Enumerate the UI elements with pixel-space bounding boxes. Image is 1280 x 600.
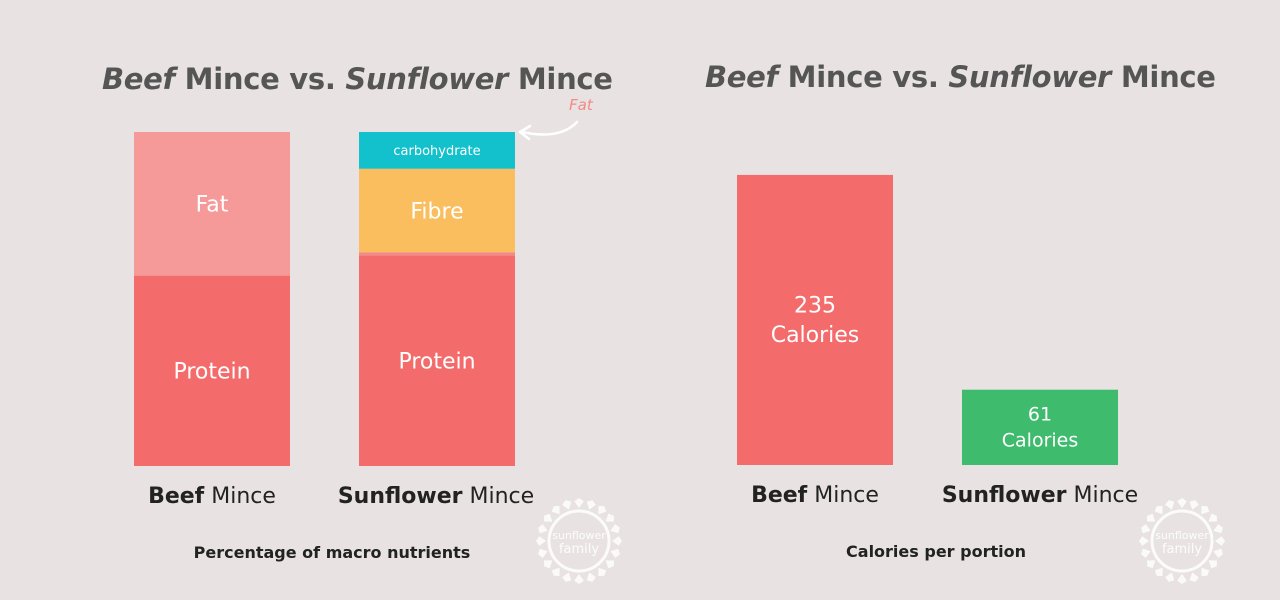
bar-segment-fat-sunflower — [359, 252, 515, 256]
logo-petal — [598, 506, 607, 515]
sunflower-family-logo: sunflower family — [536, 498, 622, 584]
calorie-bar-beef — [737, 174, 893, 465]
logo-petal — [610, 548, 620, 558]
macro-nutrients-panel: Beef Mince vs. Sunflower Mince Protein Fa… — [102, 62, 622, 584]
title-part-vs: Mince vs. — [777, 60, 949, 94]
logo-petal — [1165, 500, 1175, 510]
category-label-sunflower: Sunflower Mince — [941, 483, 1139, 508]
category-label-beef: Beef Mince — [751, 483, 879, 508]
arrow-curve-icon — [520, 120, 579, 136]
logo-petal — [1208, 560, 1217, 569]
logo-petal — [544, 513, 553, 522]
logo-petal — [1147, 513, 1156, 522]
logo-petal — [1139, 536, 1149, 546]
logo-petal — [1177, 574, 1187, 584]
logo-petal — [538, 524, 548, 534]
svg-text:family: family — [559, 542, 599, 557]
title-part-sunflower: Sunflower — [345, 62, 509, 96]
logo-petal — [562, 500, 572, 510]
logo-petal — [574, 574, 584, 584]
bar-segment-protein-sunflower — [359, 255, 515, 466]
arrow-head-icon — [518, 124, 532, 141]
logo-petal — [1213, 548, 1223, 558]
calorie-unit-label: Calories — [1002, 429, 1079, 451]
calorie-bar-sunflower — [962, 389, 1118, 465]
bar-segment-fat-beef — [134, 132, 290, 276]
segment-label-fat: Fat — [196, 193, 229, 218]
logo-petal — [1141, 524, 1151, 534]
logo-petal — [586, 500, 596, 510]
logo-petal — [536, 536, 546, 546]
title-part-sunflower: Sunflower — [948, 60, 1112, 94]
title-part-mince: Mince — [1111, 60, 1216, 94]
annotation-fat-label: Fat — [569, 96, 593, 114]
logo-petal — [544, 560, 553, 569]
chart-caption-macro: Percentage of macro nutrients — [193, 543, 471, 562]
logo-petal — [1213, 524, 1223, 534]
bar-segment-fibre-sunflower — [359, 168, 515, 253]
title-part-mince: Mince — [508, 62, 613, 96]
segment-label-fibre: Fibre — [410, 199, 463, 224]
logo-petal — [562, 572, 572, 582]
logo-petal — [1189, 572, 1199, 582]
title-part-beef: Beef — [102, 62, 175, 96]
category-label-sunflower: Sunflower Mince — [337, 484, 535, 509]
calorie-value-label: 61 — [1028, 404, 1052, 426]
logo-petal — [1189, 500, 1199, 510]
logo-petal — [1177, 498, 1187, 508]
svg-text:family: family — [1162, 542, 1202, 557]
logo-petal — [538, 548, 548, 558]
logo-petal — [1201, 506, 1210, 515]
logo-petal — [605, 513, 614, 522]
chart-title-macro: Beef Mince vs. Sunflower Mince — [102, 62, 613, 96]
logo-petal — [574, 498, 584, 508]
segment-label-carbohydrate: carbohydrate — [393, 144, 480, 159]
category-label-beef: Beef Mince — [148, 484, 276, 509]
logo-petal — [1141, 548, 1151, 558]
logo-petal — [1154, 567, 1163, 576]
logo-petal — [1154, 506, 1163, 515]
logo-petal — [612, 536, 622, 546]
logo-petal — [1147, 560, 1156, 569]
segment-label-protein: Protein — [173, 360, 250, 385]
logo-petal — [598, 567, 607, 576]
sunflower-family-logo: sunflower family — [1139, 498, 1225, 584]
logo-petal — [605, 560, 614, 569]
chart-caption-calories: Calories per portion — [846, 542, 1026, 561]
logo-petal — [610, 524, 620, 534]
calories-panel: Beef Mince vs. Sunflower Mince 235 Calori… — [640, 0, 1280, 600]
segment-label-protein: Protein — [398, 350, 475, 375]
svg-text:sunflower: sunflower — [1155, 529, 1209, 542]
bar-segment-protein-beef — [134, 275, 290, 466]
logo-petal — [551, 567, 560, 576]
title-part-vs: Mince vs. — [174, 62, 346, 96]
calorie-unit-label: Calories — [771, 323, 860, 348]
calories-chart-svg: 235 Calories 61 Calories — [737, 174, 1118, 465]
logo-petal — [1201, 567, 1210, 576]
chart-title-calories: Beef Mince vs. Sunflower Mince — [705, 60, 1216, 94]
svg-text:sunflower: sunflower — [552, 529, 606, 542]
logo-petal — [1215, 536, 1225, 546]
macro-chart-svg: Protein Fat Protein Fibre carbohydrate — [134, 120, 579, 466]
bar-segment-carbohydrate-sunflower — [359, 132, 515, 169]
logo-petal — [551, 506, 560, 515]
calorie-value-label: 235 — [794, 293, 836, 318]
logo-petal — [1208, 513, 1217, 522]
title-part-beef: Beef — [705, 60, 778, 94]
logo-petal — [586, 572, 596, 582]
logo-petal — [1165, 572, 1175, 582]
